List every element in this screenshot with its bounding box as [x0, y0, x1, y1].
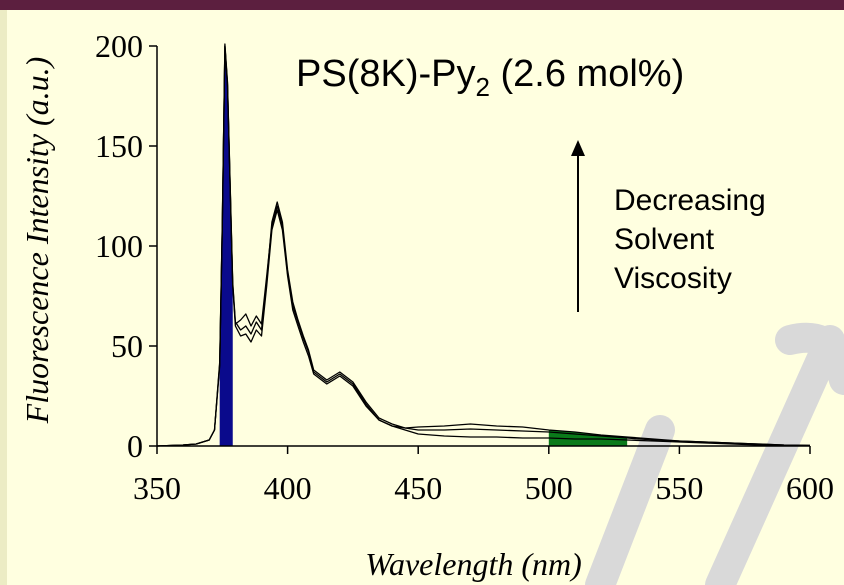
arrow-head	[571, 140, 585, 156]
chart-title: PS(8K)-Py2 (2.6 mol%)	[296, 53, 684, 102]
watermark-shape	[585, 322, 844, 585]
y-tick-label: 0	[127, 428, 143, 464]
y-tick-label: 100	[95, 228, 143, 264]
series-line-2	[156, 45, 811, 447]
x-tick-label: 450	[394, 470, 442, 506]
y-tick-label: 200	[95, 28, 143, 64]
x-tick-label: 550	[655, 470, 703, 506]
side-strip	[0, 10, 7, 585]
annotation-line-1: Solvent	[614, 223, 715, 256]
y-axis-title: Fluorescence Intensity (a.u.)	[19, 57, 55, 425]
x-tick-label: 500	[525, 470, 573, 506]
monomer-band	[219, 46, 233, 446]
x-tick-label: 350	[133, 470, 181, 506]
y-tick-label: 150	[95, 128, 143, 164]
annotation-line-0: Decreasing	[614, 184, 766, 217]
x-tick-label: 600	[786, 470, 834, 506]
annotation-line-2: Viscosity	[614, 262, 732, 295]
y-tick-label: 50	[111, 328, 143, 364]
x-tick-label: 400	[264, 470, 312, 506]
x-axis-title: Wavelength (nm)	[365, 546, 582, 582]
top-bar	[0, 0, 844, 10]
